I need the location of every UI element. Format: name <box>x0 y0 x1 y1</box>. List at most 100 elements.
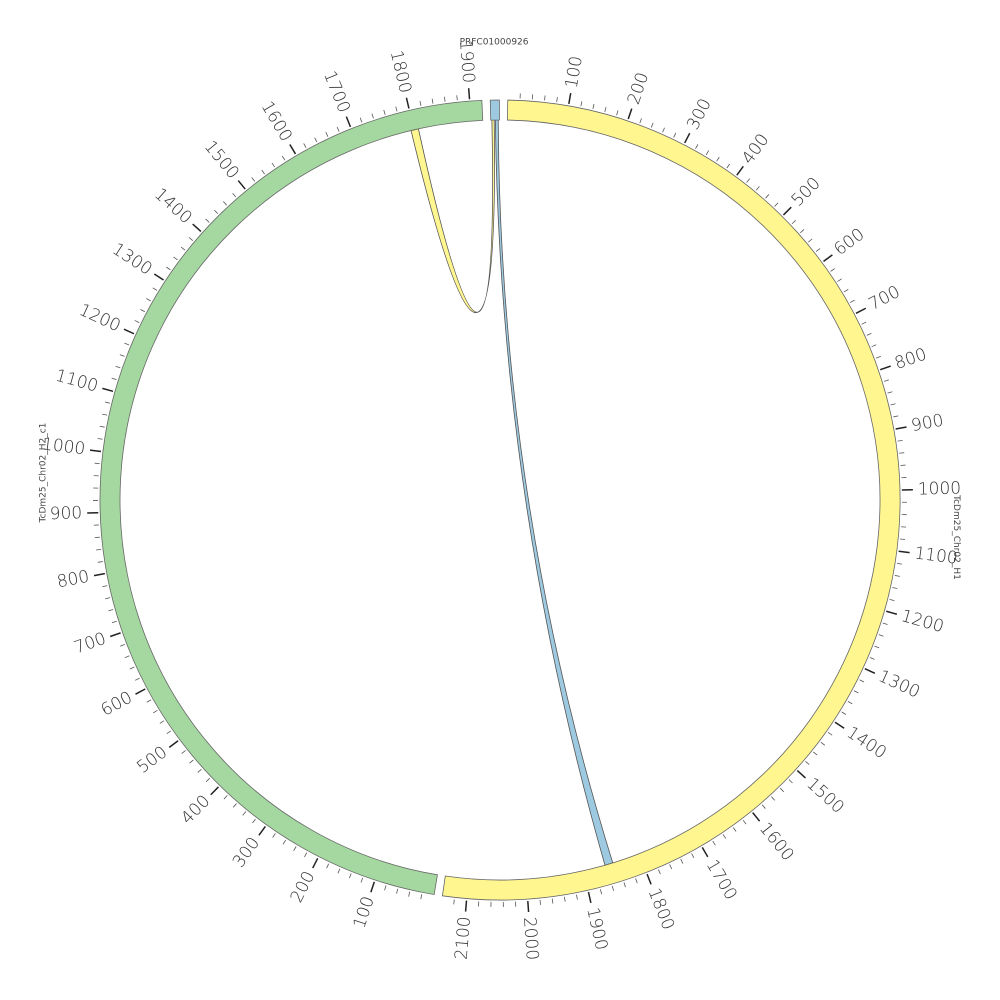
minor-tick <box>808 238 813 243</box>
tick-label: 400 <box>177 791 214 828</box>
minor-tick <box>892 587 898 589</box>
major-tick <box>192 223 202 232</box>
minor-tick <box>551 898 554 904</box>
minor-tick <box>815 248 821 252</box>
minor-tick <box>830 268 835 272</box>
major-tick <box>782 206 792 216</box>
minor-tick <box>544 95 546 101</box>
minor-tick <box>604 106 607 112</box>
minor-tick <box>761 804 766 809</box>
tick-label: 1400 <box>150 184 196 228</box>
minor-tick <box>181 750 186 754</box>
major-tick <box>464 900 468 912</box>
minor-tick <box>680 858 684 864</box>
minor-tick <box>742 819 747 825</box>
minor-tick <box>104 401 110 404</box>
tick-label: 100 <box>350 894 379 931</box>
minor-tick <box>120 644 125 647</box>
minor-tick <box>396 888 399 894</box>
minor-tick <box>395 106 398 112</box>
minor-tick <box>336 126 340 132</box>
minor-tick <box>623 882 626 888</box>
minor-tick <box>716 156 720 162</box>
major-tick <box>93 572 105 577</box>
major-tick <box>855 307 867 315</box>
minor-tick <box>820 741 826 746</box>
minor-tick <box>827 732 833 736</box>
minor-tick <box>861 321 867 325</box>
minor-tick <box>337 868 341 874</box>
link <box>494 119 614 866</box>
minor-tick <box>813 751 818 756</box>
major-tick <box>736 165 744 176</box>
minor-tick <box>849 299 855 303</box>
minor-tick <box>166 730 172 735</box>
minor-tick <box>869 657 875 660</box>
minor-tick <box>896 562 902 565</box>
minor-tick <box>650 122 654 128</box>
tick-label: 1900 <box>455 39 478 84</box>
tick-label: 600 <box>98 688 136 721</box>
minor-tick <box>102 585 108 588</box>
tick-label: 1700 <box>702 856 741 903</box>
minor-tick <box>272 833 276 838</box>
ideogram <box>489 99 500 121</box>
minor-tick <box>791 220 796 225</box>
major-tick <box>895 426 907 430</box>
major-tick <box>168 740 179 748</box>
minor-tick <box>383 109 386 115</box>
tick-label: 1100 <box>53 366 100 397</box>
minor-tick <box>371 113 374 119</box>
minor-tick <box>99 425 105 428</box>
tick-label: 100 <box>562 54 587 89</box>
minor-tick <box>658 869 661 875</box>
minor-tick <box>853 690 859 694</box>
major-tick <box>886 610 898 616</box>
minor-tick <box>431 98 434 104</box>
minor-tick <box>732 827 737 832</box>
major-tick <box>684 132 691 144</box>
major-tick <box>834 721 845 729</box>
minor-tick <box>180 246 186 251</box>
tick-label: 1300 <box>875 666 923 702</box>
minor-tick <box>384 885 387 891</box>
minor-tick <box>616 110 619 116</box>
ideogram <box>441 99 901 901</box>
major-tick <box>467 88 471 100</box>
minor-tick <box>755 186 760 191</box>
major-tick <box>752 812 761 822</box>
tick-label: 200 <box>287 868 320 906</box>
minor-tick <box>453 899 455 905</box>
tick-label: 1300 <box>108 239 155 279</box>
minor-tick <box>580 101 583 107</box>
tick-label: 200 <box>624 70 653 107</box>
minor-tick <box>197 768 202 773</box>
minor-tick <box>420 894 423 900</box>
major-tick <box>823 254 833 262</box>
tick-label: 700 <box>866 282 904 315</box>
minor-tick <box>242 811 247 816</box>
minor-tick <box>96 548 102 551</box>
minor-tick <box>705 150 710 156</box>
major-tick <box>102 387 114 393</box>
minor-tick <box>359 117 363 123</box>
tick-label: 800 <box>892 344 929 373</box>
tick-label: 1200 <box>76 300 124 336</box>
minor-tick <box>805 761 810 765</box>
minor-tick <box>843 289 849 293</box>
minor-tick <box>166 266 171 271</box>
minor-tick <box>662 127 665 133</box>
minor-tick <box>899 452 905 454</box>
minor-tick <box>303 143 307 149</box>
tick-label: 2100 <box>452 916 476 961</box>
minor-tick <box>890 403 896 406</box>
minor-tick <box>859 679 865 683</box>
minor-tick <box>205 218 210 223</box>
major-tick <box>370 881 376 893</box>
major-tick <box>237 180 246 190</box>
major-tick <box>153 273 164 281</box>
minor-tick <box>124 655 130 659</box>
minor-tick <box>214 209 219 214</box>
major-tick <box>880 365 891 371</box>
